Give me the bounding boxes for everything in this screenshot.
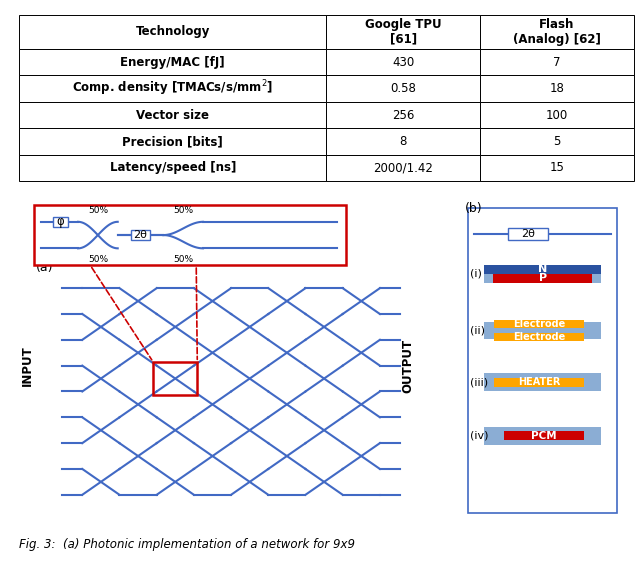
- Text: (ii): (ii): [470, 325, 486, 336]
- Text: N: N: [538, 264, 547, 274]
- Text: Electrode: Electrode: [513, 319, 565, 329]
- Bar: [493, 274, 593, 283]
- Bar: [484, 427, 602, 445]
- Bar: [131, 230, 150, 240]
- Text: (i): (i): [470, 269, 483, 279]
- Text: Electrode: Electrode: [513, 332, 565, 343]
- Text: 50%: 50%: [88, 207, 108, 216]
- Text: (iii): (iii): [470, 377, 488, 387]
- Bar: [484, 373, 602, 391]
- Bar: [52, 217, 68, 227]
- Text: (iv): (iv): [470, 431, 489, 441]
- Text: 2θ: 2θ: [521, 229, 535, 239]
- Bar: [468, 208, 617, 513]
- Bar: [484, 265, 493, 283]
- Bar: [34, 205, 346, 265]
- Bar: [494, 333, 584, 341]
- Bar: [494, 320, 584, 328]
- Text: (a): (a): [35, 261, 53, 274]
- Bar: [504, 431, 584, 440]
- Text: 50%: 50%: [173, 207, 193, 216]
- Bar: [484, 265, 602, 274]
- Text: HEATER: HEATER: [518, 377, 560, 387]
- Bar: [484, 321, 602, 339]
- Bar: [494, 378, 584, 387]
- Text: 50%: 50%: [88, 255, 108, 263]
- Text: 2θ: 2θ: [134, 230, 147, 240]
- Text: OUTPUT: OUTPUT: [402, 339, 415, 393]
- Text: (b): (b): [465, 201, 482, 215]
- Text: Fig. 3:  (a) Photonic implementation of a network for 9x9: Fig. 3: (a) Photonic implementation of a…: [19, 538, 355, 551]
- Text: PCM: PCM: [531, 431, 557, 441]
- Text: φ: φ: [56, 215, 64, 228]
- Bar: [593, 265, 602, 283]
- Text: P: P: [539, 273, 547, 283]
- Text: INPUT: INPUT: [20, 345, 33, 386]
- Text: 50%: 50%: [173, 255, 193, 263]
- Bar: [508, 228, 548, 241]
- Bar: [154, 362, 197, 395]
